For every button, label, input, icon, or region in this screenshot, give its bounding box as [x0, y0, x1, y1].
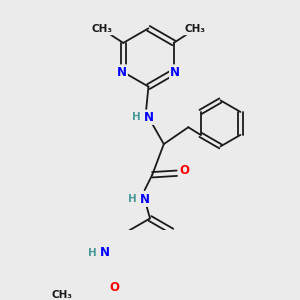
- Text: N: N: [117, 65, 127, 79]
- Text: N: N: [170, 65, 180, 79]
- Text: N: N: [140, 193, 150, 206]
- Text: O: O: [109, 280, 119, 293]
- Text: CH₃: CH₃: [185, 24, 206, 34]
- Text: H: H: [132, 112, 141, 122]
- Text: CH₃: CH₃: [91, 24, 112, 34]
- Text: CH₃: CH₃: [52, 290, 73, 300]
- Text: N: N: [143, 111, 154, 124]
- Text: H: H: [128, 194, 137, 204]
- Text: O: O: [179, 164, 190, 177]
- Text: H: H: [88, 248, 97, 257]
- Text: N: N: [100, 246, 110, 259]
